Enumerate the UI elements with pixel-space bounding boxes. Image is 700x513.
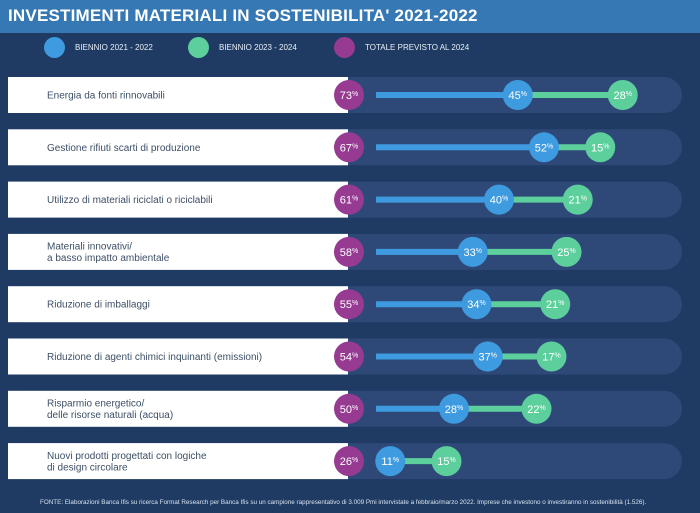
source-footnote: FONTE: Elaborazioni Banca Ifis su ricerc…: [40, 499, 647, 506]
dot-biennio-2023-2024: [562, 184, 593, 215]
dot-totale: [334, 341, 364, 372]
category-label: Riduzione di imballaggi: [47, 300, 150, 311]
dot-totale: [334, 80, 364, 110]
chart-title: INVESTIMENTI MATERIALI IN SOSTENIBILITA'…: [8, 6, 478, 25]
row-label-panel: [8, 129, 348, 166]
dot-biennio-2021-2022: [472, 341, 503, 372]
header-bar: [0, 0, 700, 33]
legend-item-biennio-2023-2024: BIENNIO 2023 - 2024: [188, 36, 297, 58]
dot-biennio-2021-2022: [529, 132, 559, 163]
dot-biennio-2021-2022: [439, 393, 469, 424]
dot-biennio-2023-2024: [551, 236, 582, 267]
row-label-panel: [8, 181, 348, 218]
row-label-panel: [8, 286, 348, 323]
dot-biennio-2023-2024: [431, 446, 462, 477]
dot-biennio-2021-2022: [457, 236, 488, 267]
category-label: Materiali innovativi/a basso impatto amb…: [47, 242, 170, 265]
legend-dot-totale: [334, 36, 355, 58]
dot-biennio-2023-2024: [585, 132, 616, 163]
row-label-panel: [8, 443, 348, 480]
legend-label: BIENNIO 2023 - 2024: [219, 42, 297, 52]
row-label-panel: [8, 390, 348, 427]
dot-biennio-2021-2022: [461, 289, 492, 320]
dot-totale: [334, 132, 364, 163]
dot-totale: [334, 184, 364, 215]
dot-biennio-2023-2024: [607, 80, 638, 110]
category-label: Nuovi prodotti progettati con logiche di …: [47, 451, 207, 474]
row-label-panel: [8, 338, 348, 375]
dot-biennio-2023-2024: [540, 289, 571, 320]
legend-label: BIENNIO 2021 - 2022: [75, 42, 153, 52]
legend-label: TOTALE PREVISTO AL 2024: [365, 42, 470, 52]
dot-biennio-2023-2024: [521, 393, 552, 424]
legend-item-totale: TOTALE PREVISTO AL 2024: [334, 36, 470, 58]
dot-biennio-2021-2022: [375, 446, 406, 477]
legend-dot-biennio-2023-2024: [188, 36, 209, 58]
row-label-panel: [8, 233, 348, 270]
dot-biennio-2021-2022: [502, 80, 533, 110]
dot-totale: [334, 446, 364, 477]
category-label: Energia da fonti rinnovabili: [47, 91, 165, 102]
dot-totale: [334, 393, 364, 424]
legend-dot-biennio-2021-2022: [44, 36, 65, 58]
dot-biennio-2023-2024: [536, 341, 567, 372]
category-label: Riduzione di agenti chimici inquinanti (…: [47, 352, 262, 363]
dot-totale: [334, 236, 364, 267]
category-label: Gestione rifiuti scarti di produzione: [47, 143, 201, 154]
dot-totale: [334, 289, 364, 320]
category-label: Utilizzo di materiali riciclati o ricicl…: [47, 195, 213, 206]
legend-item-biennio-2021-2022: BIENNIO 2021 - 2022: [44, 36, 153, 58]
dot-biennio-2021-2022: [484, 184, 514, 215]
row-label-panel: [8, 77, 348, 113]
category-label: Risparmio energetico/delle risorse natur…: [47, 399, 173, 422]
